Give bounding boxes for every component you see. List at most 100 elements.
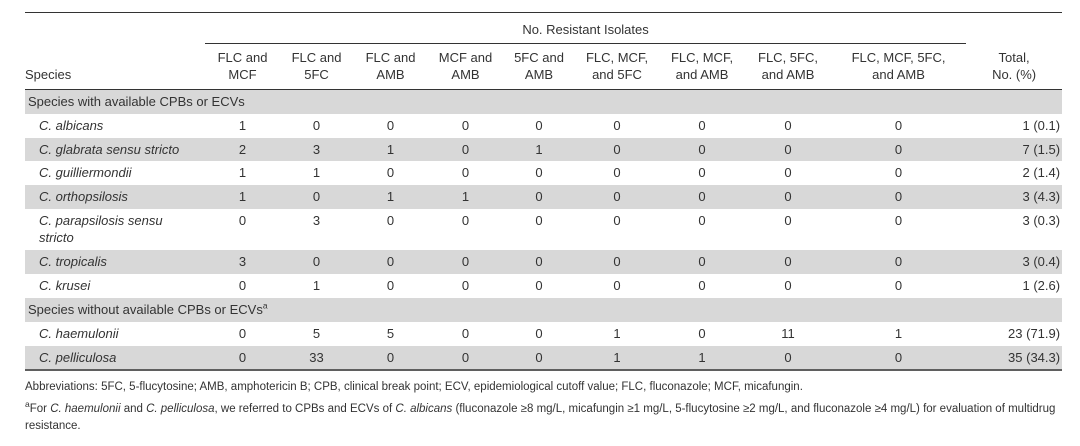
- value-cell: 0: [461, 349, 470, 365]
- value-cell: 0: [613, 141, 621, 157]
- value-cell: 1: [312, 277, 321, 293]
- species-row: C. glabrata sensu stricto 2 3 1 0 1 0 0 0 0 7 (1.5…: [25, 137, 1063, 162]
- value-cell: 1: [238, 165, 247, 181]
- value-cell: 0: [461, 213, 470, 229]
- value-cell: 1: [312, 165, 321, 181]
- value-cell: 0: [698, 141, 706, 157]
- total-cell: 1 (2.6): [1022, 277, 1061, 293]
- footnote-marker: a: [262, 300, 268, 311]
- value-cell: 1: [613, 349, 621, 365]
- value-cell: 1: [698, 349, 706, 365]
- value-cell: 0: [535, 253, 543, 269]
- spanner-spacer-left: [25, 13, 205, 44]
- total-cell: 35 (34.3): [1008, 349, 1061, 365]
- value-cell: 0: [698, 325, 706, 341]
- value-cell: 0: [461, 117, 470, 133]
- value-cell: 1: [386, 189, 395, 205]
- value-cell: 0: [613, 213, 621, 229]
- value-cell: 0: [535, 277, 543, 293]
- value-cell: 0: [386, 165, 395, 181]
- column-header-combo-5: 5FC and AMB: [503, 43, 575, 90]
- value-cell: 0: [698, 213, 706, 229]
- value-cell: 0: [698, 117, 706, 133]
- species-name: C. glabrata sensu stricto: [39, 141, 180, 157]
- table-body: Species with available CPBs or ECVs C. al…: [25, 89, 1063, 371]
- column-header-combo-7: FLC, MCF, and AMB: [659, 43, 745, 90]
- value-cell: 1: [238, 189, 247, 205]
- value-cell: 0: [894, 213, 903, 229]
- species-name: C. pelliculosa: [39, 349, 117, 365]
- value-cell: 0: [535, 189, 543, 205]
- value-cell: 0: [461, 165, 470, 181]
- value-cell: 0: [535, 325, 543, 341]
- species-name-inline: C. haemulonii: [50, 402, 121, 415]
- value-cell: 1: [386, 141, 395, 157]
- value-cell: 11: [781, 325, 795, 341]
- value-cell: 0: [535, 117, 543, 133]
- value-cell: 0: [894, 253, 903, 269]
- column-header-combo-6: FLC, MCF, and 5FC: [575, 43, 659, 90]
- value-cell: 1: [894, 325, 903, 341]
- spanner-header: No. Resistant Isolates: [205, 12, 967, 45]
- value-cell: 1: [613, 325, 621, 341]
- value-cell: 0: [238, 349, 247, 365]
- value-cell: 0: [386, 213, 395, 229]
- section-row: Species without available CPBs or ECVsa: [25, 297, 1063, 322]
- value-cell: 0: [894, 117, 903, 133]
- species-name-inline: C. albicans: [395, 402, 453, 415]
- footnotes: Abbreviations: 5FC, 5-flucytosine; AMB, …: [25, 379, 1062, 435]
- species-name: C. krusei: [39, 277, 91, 293]
- species-row: C. krusei 0 1 0 0 0 0 0 0 0 1 (2.6): [25, 274, 1062, 298]
- species-name: C. albicans: [39, 117, 104, 133]
- section-row: Species with available CPBs or ECVs: [25, 89, 1063, 114]
- value-cell: 0: [784, 189, 792, 205]
- value-cell: 1: [238, 117, 247, 133]
- total-cell: 3 (4.3): [1022, 189, 1061, 205]
- value-cell: 1: [461, 189, 470, 205]
- value-cell: 0: [894, 349, 903, 365]
- value-cell: 0: [784, 117, 792, 133]
- section-label: Species without available CPBs or ECVsa: [28, 300, 268, 317]
- total-cell: 7 (1.5): [1022, 141, 1061, 157]
- value-cell: 0: [894, 141, 903, 157]
- value-cell: 0: [784, 213, 792, 229]
- value-cell: 0: [312, 189, 321, 205]
- value-cell: 0: [698, 189, 706, 205]
- value-cell: 3: [238, 253, 247, 269]
- table-figure: No. Resistant Isolates Species FLC and MC…: [25, 12, 1063, 439]
- value-cell: 0: [784, 253, 792, 269]
- value-cell: 0: [238, 325, 247, 341]
- value-cell: 0: [312, 117, 321, 133]
- column-header-combo-8: FLC, 5FC, and AMB: [745, 43, 831, 90]
- value-cell: 5: [386, 325, 395, 341]
- value-cell: 0: [461, 141, 470, 157]
- species-row: C. haemulonii 0 5 5 0 0 1 0 11 1 23 (71.9): [25, 322, 1062, 346]
- value-cell: 0: [613, 253, 621, 269]
- footnote-a: aFor C. haemulonii and C. pelliculosa, w…: [25, 398, 1056, 432]
- value-cell: 0: [386, 117, 395, 133]
- value-cell: 0: [784, 349, 792, 365]
- column-header-combo-2: FLC and 5FC: [280, 43, 353, 90]
- section-label: Species with available CPBs or ECVs: [28, 93, 245, 109]
- species-name: C. orthopsilosis: [39, 189, 128, 205]
- value-cell: 0: [894, 189, 903, 205]
- species-row: C. orthopsilosis 1 0 1 1 0 0 0 0 0 3 (4.3): [25, 185, 1063, 210]
- column-header-combo-9: FLC, MCF, 5FC, and AMB: [831, 43, 967, 90]
- value-cell: 0: [613, 189, 621, 205]
- column-header-total: Total, No. (%): [966, 43, 1063, 90]
- resistant-isolates-table: No. Resistant Isolates Species FLC and MC…: [25, 12, 1063, 372]
- value-cell: 0: [894, 277, 903, 293]
- value-cell: 3: [312, 141, 321, 157]
- value-cell: 0: [535, 213, 543, 229]
- species-name: C. guilliermondii: [39, 165, 132, 181]
- value-cell: 0: [386, 253, 395, 269]
- value-cell: 0: [386, 349, 395, 365]
- value-cell: 0: [238, 277, 247, 293]
- species-row: C. parapsilosis sensu stricto 0 3 0 0 0 0 0 0 0 3 …: [25, 209, 1062, 250]
- value-cell: 0: [461, 253, 470, 269]
- species-name: C. parapsilosis sensu stricto: [39, 213, 163, 246]
- value-cell: 0: [784, 165, 792, 181]
- value-cell: 0: [698, 165, 706, 181]
- column-header-row: Species FLC and MCF FLC and 5FC FLC and AMB MC…: [25, 43, 1063, 90]
- species-name: C. haemulonii: [39, 325, 119, 341]
